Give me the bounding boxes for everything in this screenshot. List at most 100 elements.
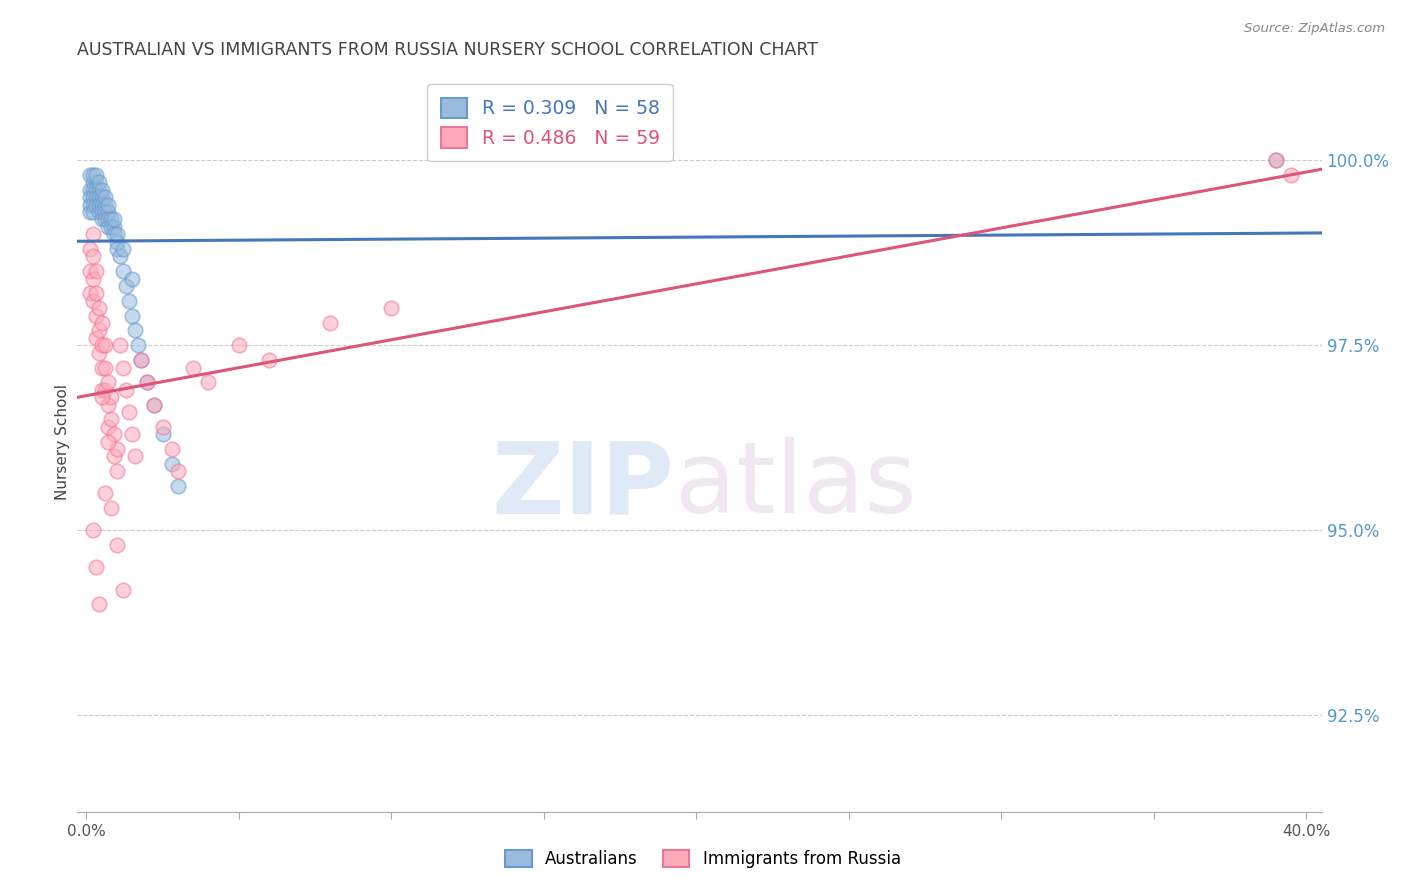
Y-axis label: Nursery School: Nursery School [55, 384, 70, 500]
Point [94, 197, 117, 211]
Point [94, 190, 117, 204]
Point [79, 168, 101, 182]
Point [82, 190, 104, 204]
Point [87, 324, 110, 338]
Point [108, 250, 131, 264]
Point [84, 197, 107, 211]
Point [121, 271, 143, 285]
Point [79, 197, 101, 211]
Point [100, 501, 122, 516]
Point [97, 205, 120, 219]
Point [94, 486, 117, 500]
Point [90, 338, 112, 352]
Point [84, 183, 107, 197]
Point [1279, 168, 1302, 182]
Point [97, 197, 120, 211]
Point [380, 301, 402, 316]
Point [152, 427, 174, 442]
Point [82, 250, 104, 264]
Point [82, 227, 104, 242]
Point [105, 464, 128, 478]
Point [142, 398, 165, 412]
Point [105, 538, 128, 552]
Point [103, 227, 125, 242]
Point [105, 235, 128, 249]
Point [79, 286, 101, 301]
Point [87, 301, 110, 316]
Point [82, 205, 104, 219]
Point [97, 219, 120, 234]
Point [112, 582, 135, 597]
Point [124, 324, 146, 338]
Point [160, 457, 183, 471]
Point [87, 190, 110, 204]
Point [97, 212, 120, 227]
Point [105, 227, 128, 242]
Point [1264, 153, 1286, 168]
Point [79, 205, 101, 219]
Point [105, 242, 128, 256]
Point [82, 176, 104, 190]
Point [112, 264, 135, 278]
Point [79, 264, 101, 278]
Point [87, 197, 110, 211]
Point [103, 427, 125, 442]
Point [121, 309, 143, 323]
Point [112, 360, 135, 375]
Point [100, 219, 122, 234]
Point [152, 419, 174, 434]
Point [82, 168, 104, 182]
Point [84, 331, 107, 345]
Point [1264, 153, 1286, 168]
Point [97, 398, 120, 412]
Point [94, 360, 117, 375]
Point [97, 419, 120, 434]
Text: AUSTRALIAN VS IMMIGRANTS FROM RUSSIA NURSERY SCHOOL CORRELATION CHART: AUSTRALIAN VS IMMIGRANTS FROM RUSSIA NUR… [77, 41, 818, 59]
Point [118, 405, 141, 419]
Point [84, 176, 107, 190]
Point [160, 442, 183, 456]
Point [124, 450, 146, 464]
Point [94, 338, 117, 352]
Point [103, 212, 125, 227]
Point [82, 524, 104, 538]
Point [136, 376, 159, 390]
Point [100, 390, 122, 404]
Point [90, 212, 112, 227]
Point [142, 398, 165, 412]
Point [94, 205, 117, 219]
Point [108, 338, 131, 352]
Point [90, 205, 112, 219]
Point [84, 264, 107, 278]
Point [167, 479, 190, 493]
Point [105, 442, 128, 456]
Point [87, 598, 110, 612]
Point [90, 316, 112, 330]
Point [94, 212, 117, 227]
Point [118, 293, 141, 308]
Point [112, 242, 135, 256]
Point [115, 279, 138, 293]
Point [228, 338, 250, 352]
Point [259, 353, 281, 368]
Point [82, 271, 104, 285]
Point [97, 376, 120, 390]
Point [84, 286, 107, 301]
Point [90, 183, 112, 197]
Point [181, 360, 204, 375]
Point [84, 560, 107, 574]
Legend: R = 0.309   N = 58, R = 0.486   N = 59: R = 0.309 N = 58, R = 0.486 N = 59 [427, 85, 673, 161]
Point [103, 450, 125, 464]
Point [131, 353, 153, 368]
Point [82, 293, 104, 308]
Point [90, 390, 112, 404]
Point [90, 197, 112, 211]
Point [84, 309, 107, 323]
Point [87, 205, 110, 219]
Point [87, 183, 110, 197]
Point [79, 242, 101, 256]
Point [87, 176, 110, 190]
Point [79, 183, 101, 197]
Point [90, 360, 112, 375]
Point [94, 383, 117, 397]
